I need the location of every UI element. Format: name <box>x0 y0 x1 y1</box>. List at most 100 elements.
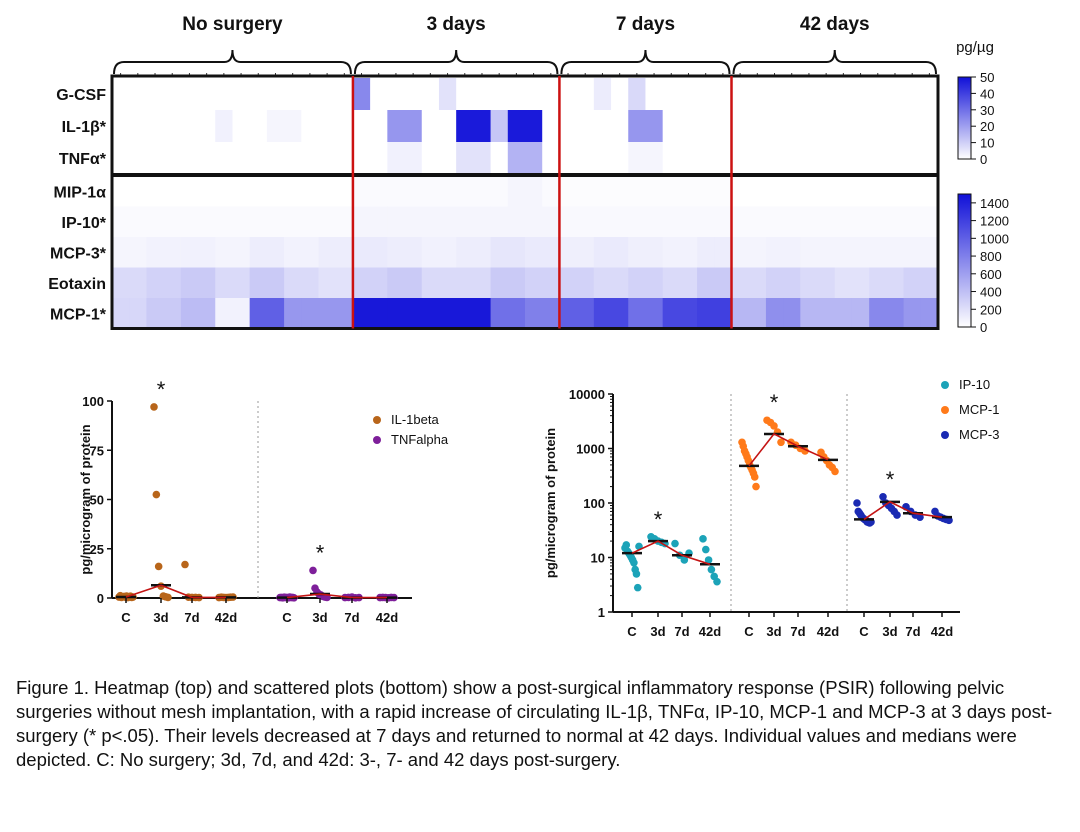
heatmap-bottom-cell <box>748 267 767 299</box>
heatmap-bottom-cell <box>180 237 199 268</box>
heatmap-bottom-cell <box>834 267 853 299</box>
heatmap-bottom-cell <box>559 176 578 207</box>
heatmap-bottom-cell <box>421 237 440 268</box>
colorbar-tick-label: 0 <box>980 320 987 335</box>
y-tick-label: 50 <box>90 493 104 508</box>
scatter-point <box>916 513 924 521</box>
heatmap-bottom-cell <box>318 298 337 329</box>
heatmap-bottom-cell <box>525 267 543 299</box>
heatmap-bottom-cell <box>834 298 853 329</box>
scatter-point <box>164 593 172 602</box>
heatmap-top-cell <box>404 78 423 111</box>
heatmap-bottom-cell <box>370 176 388 207</box>
heatmap-bottom-cell <box>421 267 440 299</box>
heatmap-bottom-cell <box>198 237 216 268</box>
heatmap-bottom-cell <box>593 298 612 329</box>
heatmap-top-cell <box>593 142 612 175</box>
heatmap-bottom-cell <box>112 267 130 299</box>
heatmap-top-cell <box>112 110 130 143</box>
heatmap-top-cell <box>198 142 216 175</box>
heatmap-top-cell <box>180 110 199 143</box>
heatmap-top-cell <box>576 110 595 143</box>
heatmap-top-cell <box>662 78 681 111</box>
heatmap-top-cell <box>284 110 302 143</box>
heatmap-bottom-cell <box>645 267 664 299</box>
heatmap-bottom-cell <box>542 267 560 299</box>
heatmap-bottom-cell <box>731 267 750 299</box>
heatmap-top-cell <box>765 78 784 111</box>
legend-marker <box>941 406 949 414</box>
heatmap-bottom-cell <box>146 267 165 299</box>
heatmap-top-cell <box>404 110 423 143</box>
heatmap-bottom-cell <box>576 176 595 207</box>
heatmap-top-cell <box>421 110 440 143</box>
heatmap-bottom-cell <box>215 206 233 238</box>
heatmap-top-cell <box>266 110 285 143</box>
heatmap-top-cell <box>628 142 646 175</box>
heatmap-bottom-cell <box>869 206 887 238</box>
heatmap-bottom-cell <box>731 176 750 207</box>
colorbar-tick-label: 20 <box>980 119 994 134</box>
heatmap-bottom-cell <box>903 267 922 299</box>
heatmap-bottom-cell <box>628 298 646 329</box>
heatmap-top-cell <box>748 110 767 143</box>
heatmap-top-cell <box>490 78 509 111</box>
scatter-point <box>632 570 641 578</box>
heatmap-top-cell <box>335 78 354 111</box>
heatmap-bottom-cell <box>215 176 233 207</box>
heatmap-bottom-cell <box>112 176 130 207</box>
heatmap-bottom-cell <box>438 267 457 299</box>
heatmap-bottom-cell <box>404 176 423 207</box>
heatmap-top-row-label: G-CSF <box>56 87 106 104</box>
legend-marker <box>941 381 949 389</box>
heatmap-bottom-cell <box>697 237 715 268</box>
heatmap-top-cell <box>731 110 750 143</box>
heatmap-bottom-cell <box>714 206 732 238</box>
heatmap-bottom-cell <box>507 176 526 207</box>
heatmap-bottom-cell <box>731 206 750 238</box>
heatmap-bottom-cell <box>731 298 750 329</box>
heatmap-top-cell <box>731 142 750 175</box>
heatmap-top-cell <box>198 110 216 143</box>
heatmap-bottom-cell <box>783 176 801 207</box>
heatmap-bottom-cell <box>163 267 182 299</box>
heatmap-top-cell <box>473 110 492 143</box>
heatmap-bottom-cell <box>404 267 423 299</box>
heatmap-bottom-cell <box>456 206 474 238</box>
group-brace <box>113 49 352 75</box>
heatmap-top-cell <box>903 142 922 175</box>
heatmap-bottom-cell <box>335 267 354 299</box>
heatmap-top-cell <box>920 142 939 175</box>
heatmap-bottom-cell <box>180 206 199 238</box>
heatmap-top-cell <box>542 78 560 111</box>
heatmap-bottom-cell <box>387 298 406 329</box>
heatmap-bottom-cell <box>198 176 216 207</box>
heatmap-top-cell <box>679 110 698 143</box>
heatmap-bottom-cell <box>593 206 612 238</box>
heatmap-bottom-cell <box>662 206 681 238</box>
heatmap-bottom-cell <box>903 206 922 238</box>
scatter-point <box>702 545 710 554</box>
heatmap-bottom-cell <box>249 298 268 329</box>
heatmap-top-cell <box>525 142 543 175</box>
heatmap-bottom-cell <box>473 237 492 268</box>
heatmap-bottom-cell <box>611 298 629 329</box>
scatter-point <box>633 583 642 592</box>
group-brace <box>732 49 937 75</box>
heatmap-bottom-cell <box>232 176 251 207</box>
heatmap-top-cell <box>559 110 578 143</box>
colorbar-tick-label: 800 <box>980 249 1002 264</box>
heatmap-bottom-cell <box>525 237 543 268</box>
heatmap-bottom-cell <box>851 206 870 238</box>
heatmap-bottom-cell <box>800 267 819 299</box>
heatmap-bottom-cell <box>559 237 578 268</box>
median-line <box>748 432 829 467</box>
heatmap-bottom-cell <box>645 176 664 207</box>
heatmap-bottom-cell <box>869 176 887 207</box>
heatmap-top-cell <box>456 142 474 175</box>
colorbar-tick-label: 400 <box>980 285 1002 300</box>
heatmap-top-cell <box>387 78 406 111</box>
heatmap-top-cell <box>817 110 836 143</box>
scatter-point <box>893 511 901 519</box>
heatmap-bottom-cell <box>800 237 819 268</box>
